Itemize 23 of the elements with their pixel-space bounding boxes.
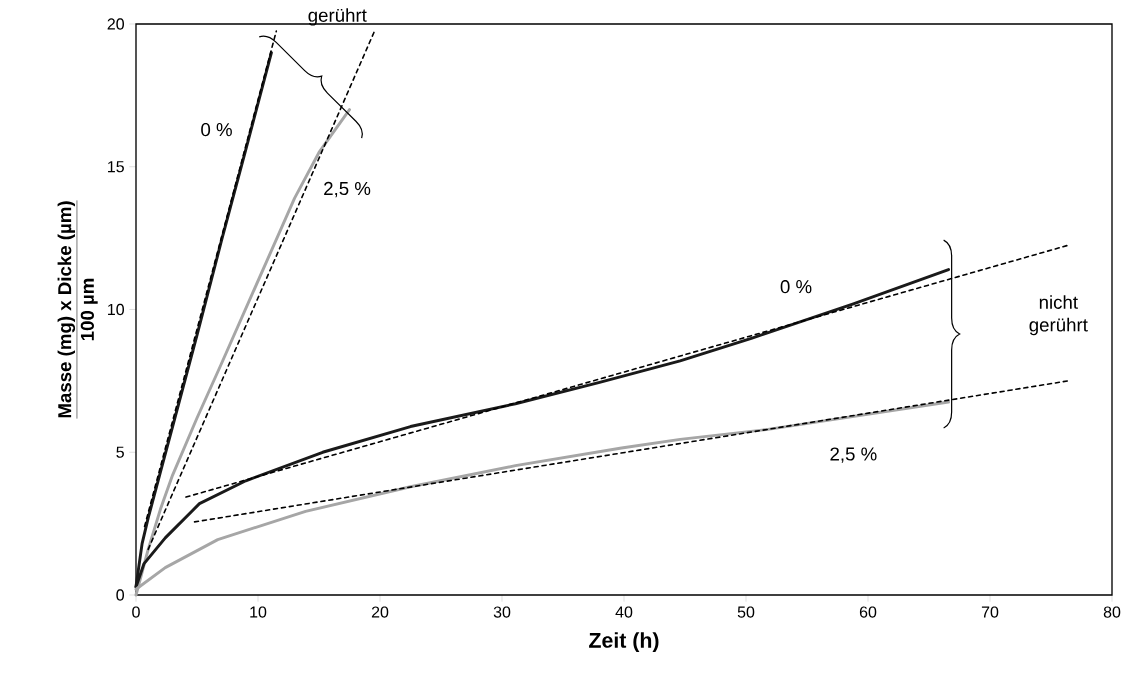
annotation: gerührt: [308, 8, 367, 26]
annotation: nicht gerührt: [1029, 295, 1088, 336]
x-tick-label: 70: [981, 606, 999, 618]
x-tick-label: 10: [250, 606, 267, 618]
y-axis-title: Masse (mg) x Dicke (µm): [57, 201, 76, 418]
x-tick-label: 0: [132, 606, 140, 618]
x-tick-label: 50: [737, 606, 755, 618]
y-tick-label: 20: [107, 18, 124, 30]
y-tick-label: 10: [108, 303, 124, 316]
series-label: 0 %: [780, 280, 812, 294]
y-tick-label: 15: [108, 161, 124, 173]
x-tick-label: 20: [371, 606, 389, 618]
y-tick-label: 0: [116, 589, 125, 601]
x-tick-label: 30: [493, 606, 511, 618]
series-label: 2,5 %: [830, 447, 877, 463]
series-label: 0 %: [201, 123, 232, 137]
x-axis-title: Zeit (h): [589, 632, 659, 653]
x-tick-label: 60: [859, 606, 877, 618]
series-label: 2,5 %: [324, 181, 371, 198]
x-tick-label: 40: [615, 606, 633, 618]
x-tick-label: 80: [1103, 606, 1121, 618]
text: 100 µm: [80, 278, 98, 341]
y-tick-label: 5: [116, 446, 124, 458]
